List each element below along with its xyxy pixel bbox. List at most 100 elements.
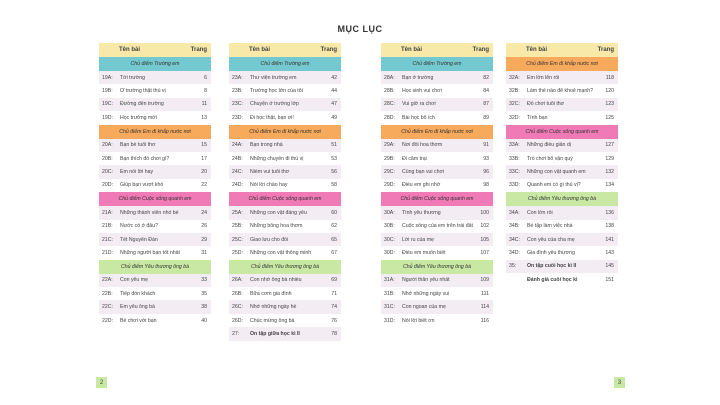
lesson-title: Bạn bè tuổi thơ	[120, 142, 156, 149]
toc-row[interactable]: 29B: Đi cắm trại 93	[381, 152, 493, 165]
toc-row[interactable]: 28A: Bạn ở trường 82	[381, 71, 493, 85]
toc-row[interactable]: 31D: Nói lời biết ơn 116	[381, 314, 493, 327]
toc-row[interactable]: 30C: Lời ru của mẹ 105	[381, 232, 493, 247]
toc-row[interactable]: 26A: Con nhớ ông bà nhiều 69	[229, 273, 341, 288]
lesson-page: 91	[483, 142, 489, 149]
lesson-page: 105	[480, 236, 489, 243]
lesson-title: Con yêu của cha mẹ	[527, 236, 575, 243]
lesson-page: 22	[201, 182, 207, 189]
toc-row[interactable]: 21A: Những thành viên nhỏ bé 24	[99, 206, 211, 220]
toc-row[interactable]: 24D: Nói lời chào hay 58	[229, 179, 341, 192]
lesson-page: 125	[605, 114, 614, 121]
toc-row[interactable]: 34A: Con lớn rồi 136	[506, 206, 618, 220]
toc-row[interactable]: 28C: Vui giờ ra chơi 87	[381, 97, 493, 112]
lesson-title: Cuộc sống của em trên trái đất	[402, 223, 473, 230]
lesson-page: 123	[605, 101, 614, 108]
toc-row[interactable]: 32D: Tình bạn 125	[506, 111, 618, 124]
toc-row[interactable]: 31C: Con ngoan của mẹ 114	[381, 300, 493, 314]
toc-row[interactable]: 32B: Làm thế nào để khoẻ mạnh? 120	[506, 84, 618, 97]
toc-row[interactable]: 33B: Trò chơi bổ vận quý 129	[506, 152, 618, 165]
lesson-page: 82	[483, 74, 489, 81]
toc-row[interactable]: 20A: Bạn bè tuổi thơ 15	[99, 138, 211, 152]
toc-row[interactable]: 30D: Điều em muốn biết 107	[381, 246, 493, 259]
toc-row[interactable]: 35: Ôn tập cuối học kì II 145	[506, 259, 618, 274]
toc-row[interactable]: 33C: Những con vật quanh em 132	[506, 165, 618, 179]
toc-row[interactable]: 25D: Những con vật thông minh 67	[229, 246, 341, 259]
toc-row[interactable]: 21C: Tết Nguyên Đán 29	[99, 232, 211, 247]
lesson-title: Bạn trong nhà	[250, 142, 283, 149]
toc-row[interactable]: 29D: Điều em ghi nhớ 98	[381, 179, 493, 192]
lesson-code: 32B:	[509, 88, 520, 95]
toc-row[interactable]: 34C: Con yêu của cha mẹ 141	[506, 232, 618, 247]
toc-row[interactable]: 22C: Em yêu ông bà 38	[99, 300, 211, 314]
toc-row[interactable]: 33A: Những điều giản dị 127	[506, 138, 618, 152]
toc-row[interactable]: 24C: Niềm vui tuổi thơ 56	[229, 165, 341, 179]
lesson-page: 76	[331, 317, 337, 324]
lesson-title: Bạn ở trường	[402, 74, 434, 81]
lesson-title: Bé tập làm việc nhà	[527, 223, 573, 230]
toc-row[interactable]: 26B: Bữa cơm gia đình 71	[229, 287, 341, 300]
toc-row[interactable]: 25B: Những bông hoa thơm 62	[229, 220, 341, 233]
toc-row[interactable]: 32A: Em lớn lên rồi 118	[506, 71, 618, 85]
lesson-page: 89	[483, 114, 489, 121]
toc-row[interactable]: 26D: Chúc mừng ông bà 76	[229, 314, 341, 327]
lesson-code: 24D:	[232, 182, 243, 189]
section-band: Chủ điểm Cuộc sống quanh em	[506, 124, 618, 139]
toc-row[interactable]: 19A: Tới trường 6	[99, 71, 211, 85]
toc-row[interactable]: 33D: Quanh em có gì thú vị? 134	[506, 179, 618, 192]
toc-row[interactable]: 32C: Đồ chơi tuổi thơ 123	[506, 97, 618, 112]
lesson-title: Những người bạn tốt nhất	[120, 249, 180, 256]
toc-row[interactable]: 22A: Con yêu mẹ 33	[99, 273, 211, 288]
lesson-title: Tình bạn	[527, 114, 548, 121]
lesson-code: 34D:	[509, 249, 520, 256]
toc-row[interactable]: 24B: Những chuyến đi thú vị 53	[229, 152, 341, 165]
toc-row[interactable]: 23C: Chuyện ở trường lớp 47	[229, 97, 341, 112]
toc-row[interactable]: 30B: Cuộc sống của em trên trái đất 102	[381, 220, 493, 233]
lesson-code: 32C:	[509, 101, 520, 108]
toc-row[interactable]: 23B: Trường học lớn của tôi 44	[229, 84, 341, 97]
toc-row[interactable]: 27: Ôn tập giữa học kì II 78	[229, 327, 341, 341]
toc-row[interactable]: 20C: Em nói lời hay 20	[99, 165, 211, 179]
lesson-page: 69	[331, 277, 337, 284]
toc-row[interactable]: 28B: Học sinh vui chơi 84	[381, 84, 493, 97]
toc-row[interactable]: 26C: Nhớ những ngày hè 74	[229, 300, 341, 314]
toc-row[interactable]: 23A: Thư viện trường em 42	[229, 71, 341, 85]
toc-row[interactable]: 22D: Bé chơi với bạn 40	[99, 314, 211, 327]
toc-row[interactable]: 29A: Nơi đồi hoa thơm 91	[381, 138, 493, 152]
toc-row[interactable]: 31B: Nhớ những ngày vui 111	[381, 287, 493, 300]
lesson-code: 20B:	[102, 155, 113, 162]
lesson-code: 32D:	[509, 114, 520, 121]
toc-row[interactable]: 21D: Những người bạn tốt nhất 31	[99, 246, 211, 259]
header-page-label: Trang	[190, 47, 207, 53]
header-page-label: Trang	[472, 47, 489, 53]
lesson-code: 19C:	[102, 101, 113, 108]
toc-row[interactable]: 21B: Nước có ở đâu? 26	[99, 220, 211, 233]
header-name-label: Tên bài	[249, 47, 271, 53]
toc-row[interactable]: 31A: Người thân yêu nhất 109	[381, 273, 493, 288]
toc-row[interactable]: 22B: Tiếp đón khách 35	[99, 287, 211, 300]
lesson-page: 33	[201, 277, 207, 284]
lesson-code: 21D:	[102, 249, 113, 256]
toc-row[interactable]: 19C: Đường đến trường 11	[99, 97, 211, 112]
lesson-title: Nhớ những ngày vui	[402, 290, 450, 297]
lesson-page: 100	[480, 209, 489, 216]
toc-row[interactable]: Đánh giá cuối học kì 151	[506, 273, 618, 286]
toc-row[interactable]: 34B: Bé tập làm việc nhà 138	[506, 220, 618, 233]
toc-row[interactable]: 24A: Bạn trong nhà 51	[229, 138, 341, 152]
toc-row[interactable]: 25C: Giao lưu cho đồi 65	[229, 232, 341, 247]
toc-row[interactable]: 23D: Đi học thật, bạn ơi! 49	[229, 111, 341, 124]
toc-row[interactable]: 20D: Giúp bạn vượt khó 22	[99, 179, 211, 192]
toc-row[interactable]: 25A: Những con vật đáng yêu 60	[229, 206, 341, 220]
section-band: Chủ điểm Em đi khắp nước nơi	[506, 57, 618, 71]
toc-row[interactable]: 30A: Tình yêu thương 100	[381, 206, 493, 220]
toc-row[interactable]: 19B: Ở trường thật thú vị 8	[99, 84, 211, 97]
toc-row[interactable]: 20B: Bạn thích đồ chơi gì? 17	[99, 152, 211, 165]
toc-column-header: Tên bài Trang	[506, 43, 618, 57]
toc-row[interactable]: 34D: Gia đình yêu thương 143	[506, 246, 618, 259]
toc-row[interactable]: 29C: Cùng bạn vui chơi 96	[381, 165, 493, 179]
lesson-title: Trò chơi bổ vận quý	[527, 155, 573, 162]
lesson-page: 145	[605, 263, 614, 270]
toc-row[interactable]: 28D: Bài học bổ ích 89	[381, 111, 493, 124]
toc-row[interactable]: 19D: Học trường mới 13	[99, 111, 211, 124]
lesson-page: 138	[605, 223, 614, 230]
